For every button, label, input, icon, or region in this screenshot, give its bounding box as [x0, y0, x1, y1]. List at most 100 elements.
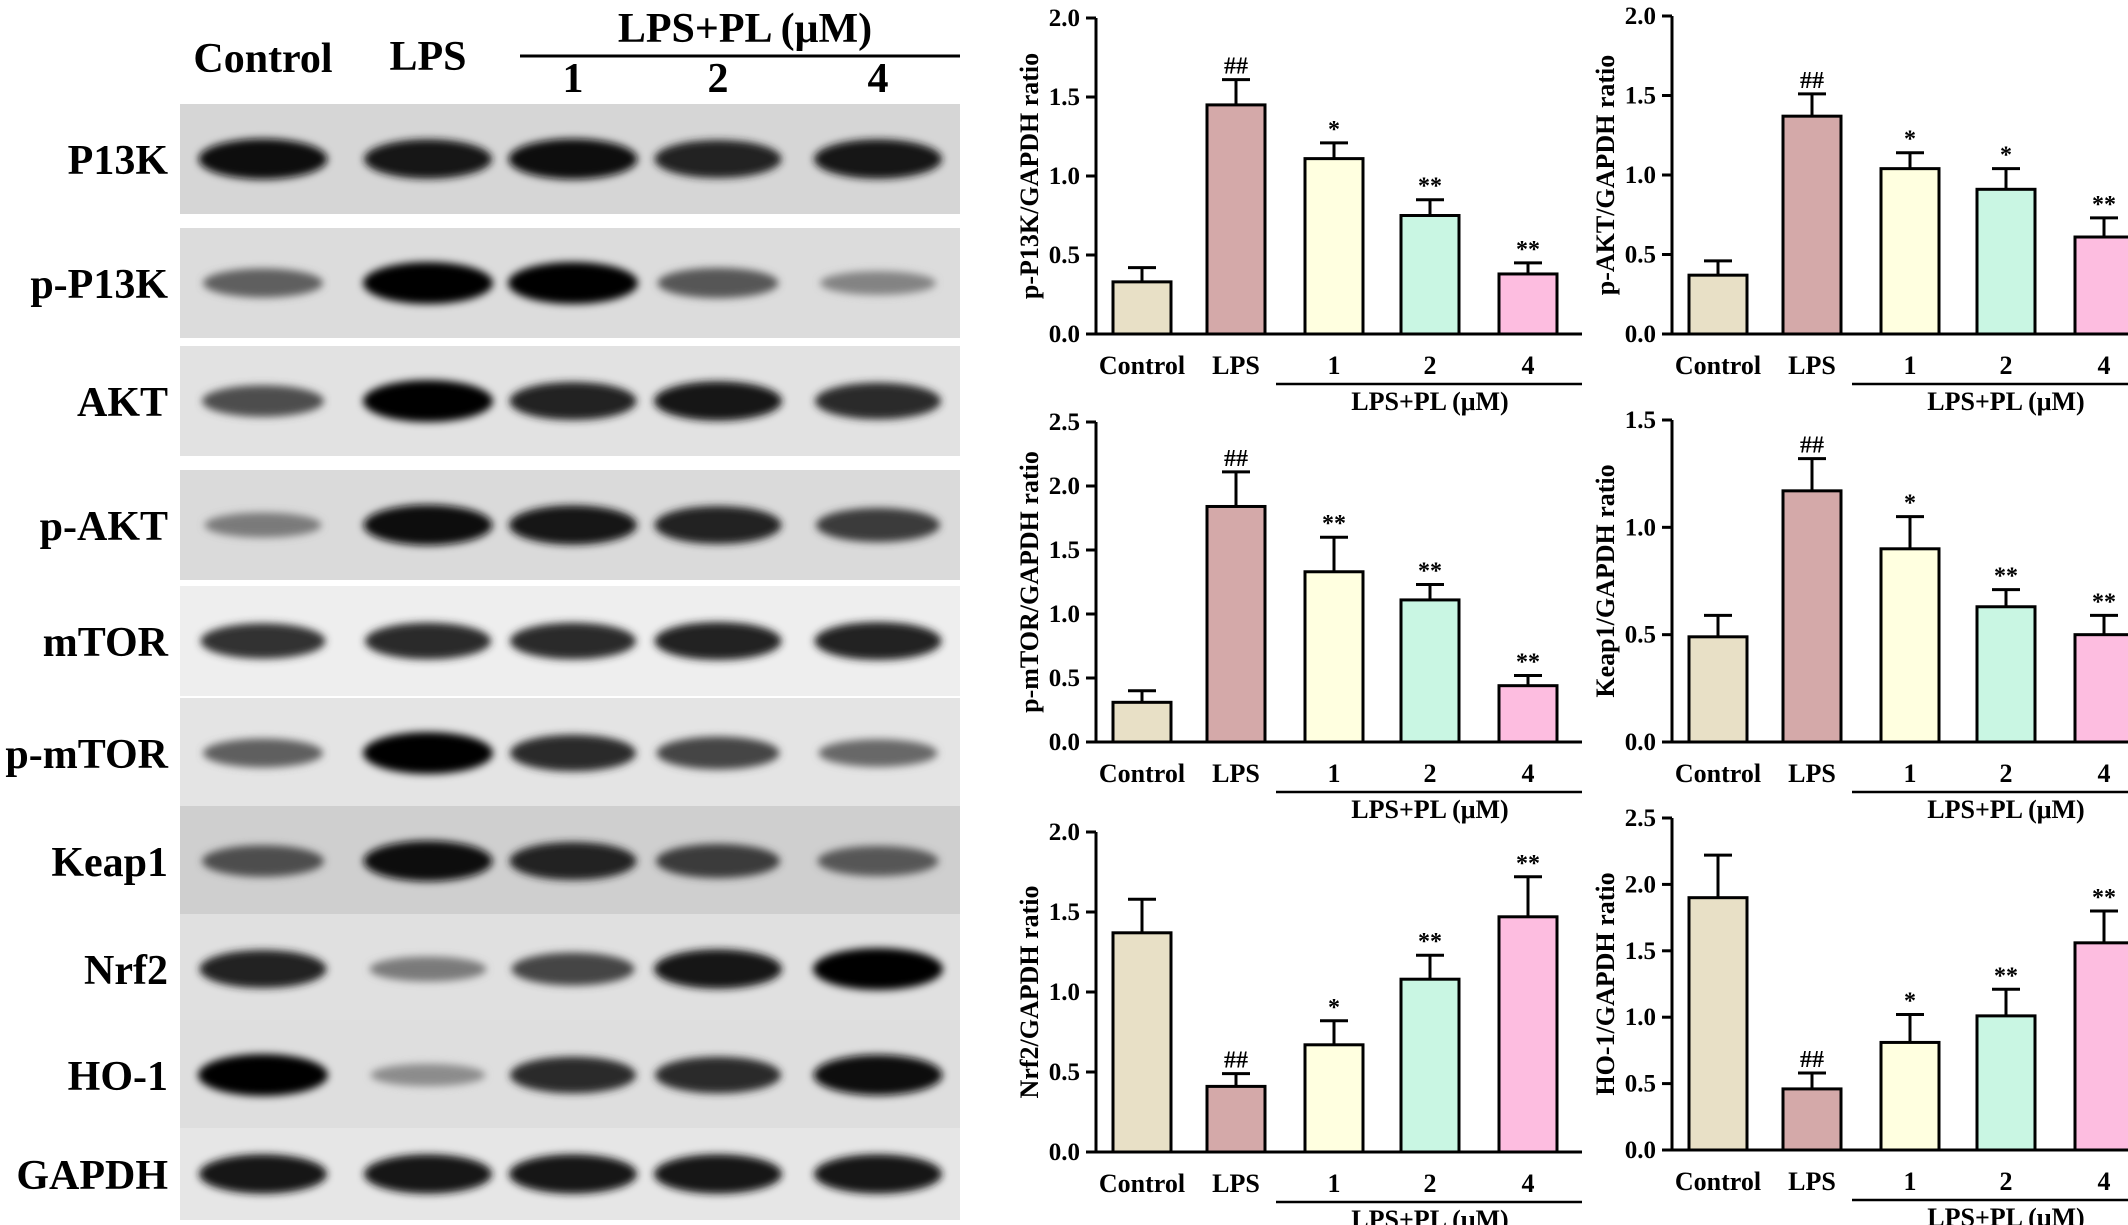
blot-row-gapdh: GAPDH — [16, 1128, 960, 1220]
x-tick-label: LPS — [1788, 759, 1836, 788]
blot-band — [363, 262, 493, 304]
bar-charts: p-P13K/GAPDH ratio0.00.51.01.52.0Control… — [1015, 3, 2128, 1225]
significance-label: ** — [2092, 885, 2116, 911]
significance-label: * — [1904, 127, 1916, 153]
blot-band — [656, 843, 780, 879]
group-label: LPS+PL (μM) — [1927, 795, 2084, 824]
significance-label: ** — [2092, 589, 2116, 615]
blot-band — [654, 1154, 782, 1194]
blot-band — [199, 1154, 327, 1194]
significance-label: ** — [1994, 963, 2018, 989]
blot-band — [816, 507, 940, 543]
header-dose-1: 1 — [563, 56, 584, 102]
blot-band — [510, 622, 636, 660]
blot-row-label: Nrf2 — [84, 948, 168, 994]
y-tick-label: 2.0 — [1049, 473, 1080, 500]
bar — [1303, 157, 1365, 336]
blot-band — [200, 623, 326, 659]
significance-label: ** — [1516, 649, 1540, 675]
y-tick-label: 1.5 — [1049, 537, 1080, 564]
significance-label: ** — [1516, 851, 1540, 877]
blot-row-p-mtor: p-mTOR — [5, 698, 960, 808]
blot-row-p-akt: p-AKT — [40, 470, 960, 580]
x-tick-label: Control — [1675, 351, 1761, 380]
y-axis-title: Nrf2/GAPDH ratio — [1015, 885, 1044, 1098]
x-tick-label: 2 — [2000, 759, 2013, 788]
x-tick-label: 4 — [1522, 759, 1535, 788]
y-tick-label: 1.0 — [1049, 163, 1080, 190]
blot-band — [817, 845, 939, 877]
blot-row-p13k: P13K — [68, 104, 960, 214]
significance-label: * — [1328, 117, 1340, 143]
blot-band — [363, 504, 493, 546]
bar — [1399, 977, 1461, 1154]
y-tick-label: 0.0 — [1625, 321, 1656, 348]
chart-panel-4: Keap1/GAPDH ratio 0.0 0.5 1.0 1.5 Control ## LP… — [1591, 407, 2128, 824]
blot-band — [365, 622, 491, 660]
bar — [1303, 1043, 1365, 1154]
y-tick-label: 1.5 — [1625, 938, 1656, 965]
blot-band — [657, 267, 779, 299]
bar — [1975, 605, 2037, 744]
y-tick-label: 0.0 — [1049, 1139, 1080, 1166]
blot-band — [508, 138, 638, 180]
y-tick-label: 2.5 — [1049, 409, 1080, 436]
y-tick-label: 0.0 — [1049, 729, 1080, 756]
x-tick-label: Control — [1675, 759, 1761, 788]
significance-label: ## — [1800, 433, 1824, 459]
header-control: Control — [193, 36, 332, 82]
x-tick-label: 4 — [2098, 351, 2111, 380]
y-axis-title: HO-1/GAPDH ratio — [1591, 872, 1620, 1095]
bar — [1205, 504, 1267, 744]
blot-band — [369, 956, 487, 982]
x-tick-label: 2 — [1424, 1169, 1437, 1198]
bar — [1303, 570, 1365, 744]
x-tick-label: LPS — [1788, 1167, 1836, 1196]
x-tick-label: 1 — [1328, 1169, 1341, 1198]
blot-band — [654, 621, 782, 661]
blot-row-label: AKT — [77, 380, 168, 426]
blot-band — [818, 739, 938, 767]
y-axis-title: p-AKT/GAPDH ratio — [1591, 55, 1620, 296]
blot-row-label: P13K — [68, 138, 169, 184]
significance-label: ** — [1418, 929, 1442, 955]
bar — [1781, 114, 1843, 336]
blot-band — [204, 512, 322, 538]
blot-band — [814, 621, 942, 661]
blot-band — [813, 1054, 943, 1096]
significance-label: ## — [1224, 54, 1248, 80]
blot-band — [655, 1056, 781, 1094]
bar — [1111, 280, 1173, 336]
x-tick-label: LPS — [1212, 351, 1260, 380]
blot-band — [198, 1054, 328, 1096]
blot-band — [199, 949, 327, 989]
y-axis-title: p-P13K/GAPDH ratio — [1015, 53, 1044, 299]
bar — [1879, 1040, 1941, 1152]
x-tick-label: 4 — [1522, 351, 1535, 380]
blot-band — [363, 732, 493, 774]
blot-band — [203, 738, 323, 768]
x-tick-label: LPS — [1212, 1169, 1260, 1198]
bar — [1781, 1087, 1843, 1152]
x-tick-label: 2 — [1424, 759, 1437, 788]
header-dose-4: 4 — [868, 56, 889, 102]
blot-band — [509, 1154, 637, 1194]
significance-label: ## — [1224, 1048, 1248, 1074]
x-tick-label: 2 — [2000, 351, 2013, 380]
blot-band — [363, 380, 493, 422]
y-tick-label: 1.0 — [1049, 601, 1080, 628]
y-tick-label: 2.0 — [1625, 871, 1656, 898]
group-label: LPS+PL (μM) — [1351, 387, 1508, 416]
significance-label: ## — [1224, 446, 1248, 472]
y-tick-label: 1.5 — [1625, 407, 1656, 434]
y-tick-label: 1.0 — [1049, 979, 1080, 1006]
bar — [1687, 896, 1749, 1152]
y-axis-title: p-mTOR/GAPDH ratio — [1015, 451, 1044, 713]
blot-band — [813, 948, 943, 990]
x-tick-label: 1 — [1328, 759, 1341, 788]
bar — [1205, 1084, 1267, 1154]
y-tick-label: 1.5 — [1049, 899, 1080, 926]
blot-row-p-p13k: p-P13K — [30, 228, 960, 338]
chart-panel-5: Nrf2/GAPDH ratio 0.0 0.5 1.0 1.5 2.0 Control ##… — [1015, 819, 1582, 1225]
